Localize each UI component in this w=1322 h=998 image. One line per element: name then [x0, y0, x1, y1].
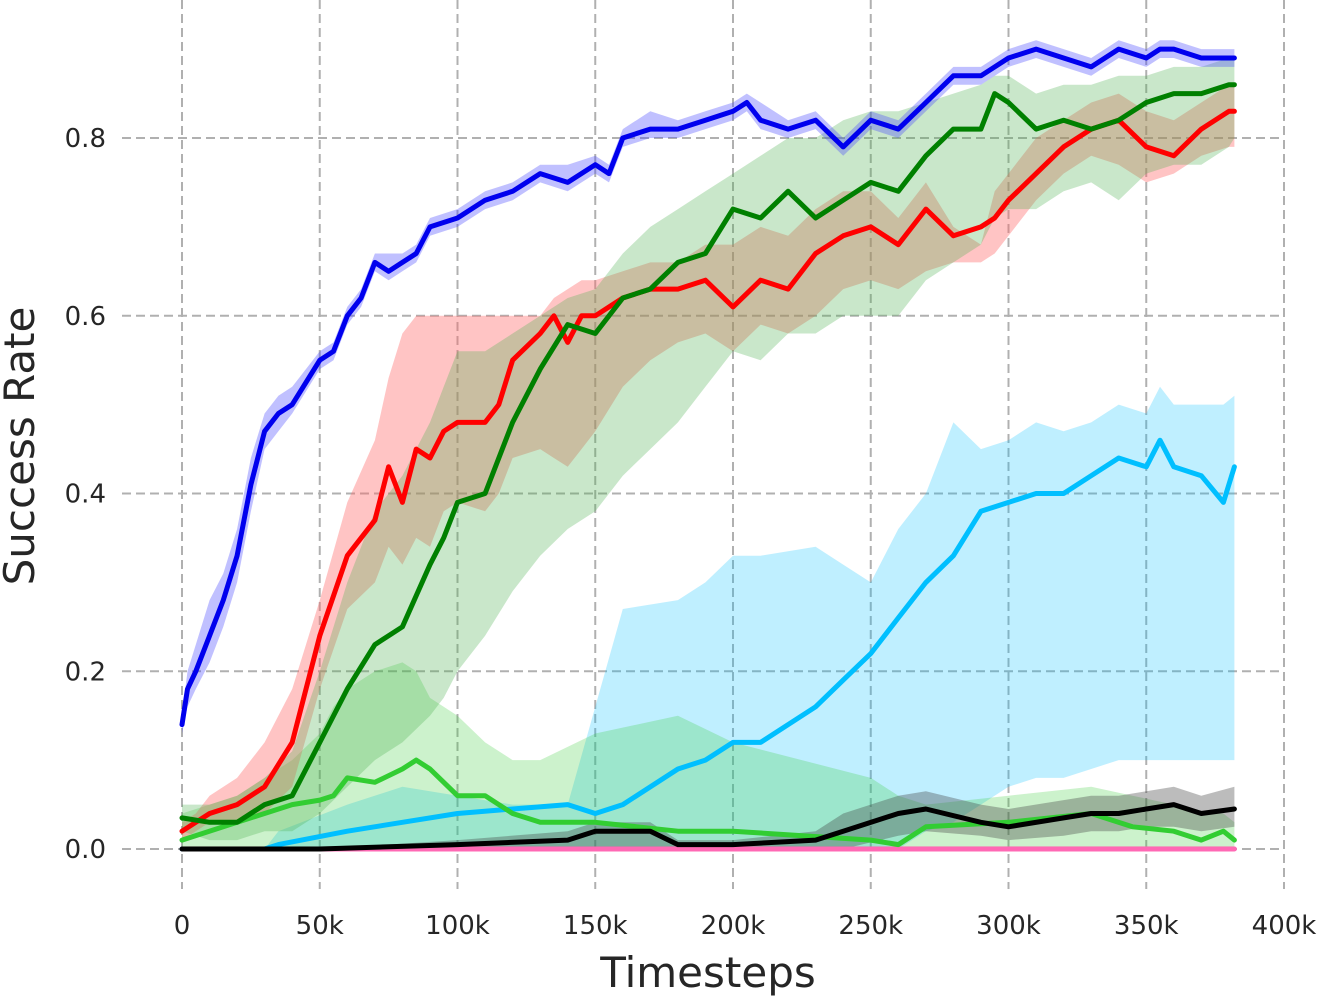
x-axis-label: Timesteps — [599, 948, 816, 997]
x-tick-label: 300k — [976, 911, 1041, 941]
x-tick-label: 200k — [701, 911, 766, 941]
y-tick-label: 0.8 — [65, 124, 106, 154]
x-tick-label: 100k — [425, 911, 490, 941]
x-tick-label: 0 — [174, 911, 191, 941]
y-tick-label: 0.2 — [65, 657, 106, 687]
series-3-confidence-band — [182, 786, 1235, 849]
y-axis-ticks: 0.0 0.2 0.4 0.6 0.8 — [65, 124, 106, 865]
series-5-line — [179, 82, 1237, 825]
series-2-line — [179, 757, 1237, 848]
y-tick-label: 0.0 — [65, 835, 106, 865]
series-1-line — [179, 437, 1237, 852]
series-3-line — [179, 802, 1237, 852]
series-1-confidence-band — [182, 386, 1235, 849]
x-tick-label: 150k — [563, 911, 628, 941]
y-axis-label: Success Rate — [0, 307, 44, 586]
series-6-confidence-band — [182, 40, 1235, 734]
y-tick-label: 0.6 — [65, 302, 106, 332]
series-6-line — [179, 46, 1237, 728]
x-tick-label: 250k — [838, 911, 903, 941]
y-tick-label: 0.4 — [65, 480, 106, 510]
series-5-confidence-band — [182, 58, 1235, 841]
x-axis-ticks: 0 50k 100k 150k 200k 250k 300k 350k 400k — [174, 911, 1317, 941]
x-tick-label: 350k — [1114, 911, 1179, 941]
series-lines — [179, 46, 1237, 852]
x-tick-label: 50k — [296, 911, 344, 941]
confidence-bands — [182, 40, 1235, 849]
x-tick-label: 400k — [1252, 911, 1317, 941]
series-4-confidence-band — [182, 84, 1235, 841]
